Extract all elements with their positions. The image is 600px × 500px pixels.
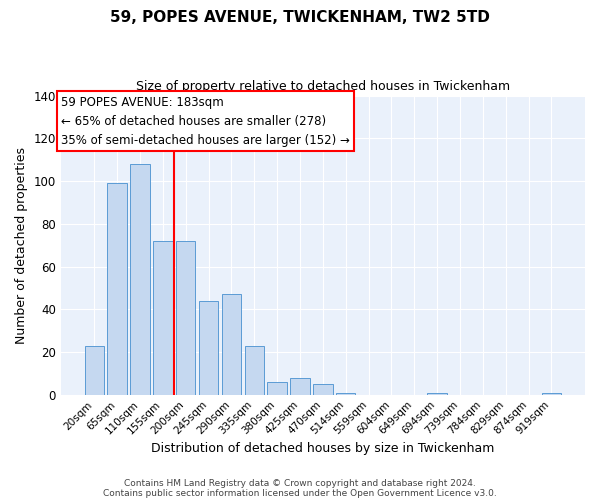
Bar [222, 294, 241, 394]
Bar [176, 241, 196, 394]
Title: Size of property relative to detached houses in Twickenham: Size of property relative to detached ho… [136, 80, 510, 93]
Text: Contains public sector information licensed under the Open Government Licence v3: Contains public sector information licen… [103, 488, 497, 498]
Bar [245, 346, 264, 395]
Text: 59 POPES AVENUE: 183sqm
← 65% of detached houses are smaller (278)
35% of semi-d: 59 POPES AVENUE: 183sqm ← 65% of detache… [61, 96, 350, 146]
Bar [130, 164, 150, 394]
Bar [313, 384, 332, 394]
Bar [427, 392, 447, 394]
Bar [199, 300, 218, 394]
Bar [85, 346, 104, 395]
Bar [290, 378, 310, 394]
Bar [542, 392, 561, 394]
Bar [107, 183, 127, 394]
Text: Contains HM Land Registry data © Crown copyright and database right 2024.: Contains HM Land Registry data © Crown c… [124, 478, 476, 488]
X-axis label: Distribution of detached houses by size in Twickenham: Distribution of detached houses by size … [151, 442, 494, 455]
Bar [336, 392, 355, 394]
Bar [153, 241, 173, 394]
Y-axis label: Number of detached properties: Number of detached properties [15, 146, 28, 344]
Bar [268, 382, 287, 394]
Text: 59, POPES AVENUE, TWICKENHAM, TW2 5TD: 59, POPES AVENUE, TWICKENHAM, TW2 5TD [110, 10, 490, 25]
